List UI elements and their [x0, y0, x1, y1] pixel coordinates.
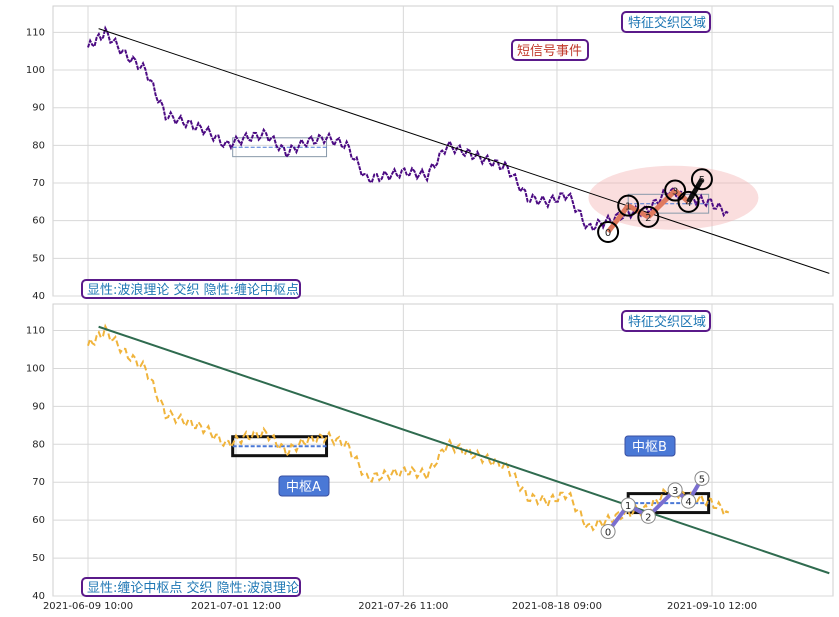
zone-b-label: 中枢B	[624, 435, 676, 457]
bottom-feature-callout: 特征交织区域	[621, 310, 711, 332]
y-tick-label: 110	[26, 326, 45, 337]
bottom-trendline	[98, 325, 830, 575]
bottom-feature-frame	[621, 310, 711, 332]
x-axis-ticks: 2021-06-09 10:00 2021-07-01 12:00 2021-07-…	[43, 601, 757, 612]
wave-label: 4	[685, 198, 691, 209]
top-wave: 0 1 2 34 5	[597, 168, 713, 243]
x-tick-label: 2021-06-09 10:00	[43, 601, 133, 612]
x-tick-label: 2021-08-18 09:00	[512, 601, 602, 612]
wave-point	[640, 508, 656, 524]
bottom-yticks: 40 50 60 70 80 90 100 110	[26, 326, 45, 602]
top-legend-text: 显性:波浪理论 交织 隐性:缠论中枢点	[87, 282, 299, 298]
wave-label: 2	[645, 213, 651, 224]
signal-ellipse	[588, 165, 759, 230]
wave-segment	[646, 188, 677, 219]
wave-label: 1	[625, 202, 631, 213]
bottom-grid	[53, 304, 833, 597]
top-feature-frame	[621, 11, 711, 33]
price-series	[87, 323, 730, 532]
y-tick-label: 50	[32, 553, 45, 564]
wave-label: 5	[699, 474, 705, 485]
zone-a-label-bg	[278, 475, 330, 497]
wave-point	[617, 194, 640, 217]
trendline	[98, 325, 830, 575]
y-tick-label: 40	[32, 291, 45, 302]
wave-segment	[626, 203, 650, 220]
panel-top: 40 50 60 70 80 90 100 110 0 1 2 34 5 显性:波浪理论 交织 隐性:…	[26, 5, 834, 302]
price-series	[87, 25, 730, 233]
wave-point	[620, 497, 636, 513]
wave-point	[681, 493, 697, 509]
y-tick-label: 100	[26, 65, 45, 76]
wave-point	[690, 168, 713, 191]
top-short-signal-frame	[511, 39, 589, 61]
wave-point	[597, 220, 620, 243]
wave-label: 1	[625, 501, 631, 512]
y-tick-label: 50	[32, 253, 45, 264]
zone-a-label: 中枢A	[278, 475, 330, 497]
top-feature-text: 特征交织区域	[628, 15, 706, 31]
x-tick-label: 2021-07-01 12:00	[191, 601, 281, 612]
wave-point	[677, 190, 700, 213]
top-short-signal-text: 短信号事件	[517, 44, 582, 59]
top-legend-frame	[81, 279, 301, 299]
top-legend-box: 显性:波浪理论 交织 隐性:缠论中枢点	[81, 279, 301, 299]
y-tick-label: 60	[32, 216, 45, 227]
top-feature-callout: 特征交织区域	[621, 11, 711, 33]
wave-label: 4	[685, 497, 691, 508]
wave-label: 3	[672, 486, 678, 497]
wave-label: 5	[699, 175, 705, 186]
wave-point	[694, 470, 710, 486]
bottom-price-line	[87, 323, 730, 532]
y-tick-label: 80	[32, 140, 45, 151]
y-tick-label: 60	[32, 515, 45, 526]
bottom-legend-box: 显性:缠论中枢点 交织 隐性:波浪理论	[81, 577, 301, 597]
wave-point	[637, 205, 660, 228]
wave-point	[664, 179, 687, 202]
x-tick-label: 2021-07-26 11:00	[358, 601, 448, 612]
y-tick-label: 70	[32, 477, 45, 488]
top-short-signal-callout: 短信号事件	[511, 39, 589, 61]
wave-label: 3	[672, 187, 678, 198]
y-tick-label: 110	[26, 27, 45, 38]
y-tick-label: 90	[32, 401, 45, 412]
bottom-wave: 0 1 2 34 5	[600, 470, 710, 540]
y-tick-label: 40	[32, 591, 45, 602]
wave-segment	[686, 177, 705, 204]
wave-point	[600, 524, 616, 540]
wave-label: 0	[605, 228, 611, 239]
top-price-line	[87, 25, 730, 233]
bottom-legend-text: 显性:缠论中枢点 交织 隐性:波浪理论	[87, 580, 299, 596]
panel-bottom: 40 50 60 70 80 90 100 110 0 1 2 34 5 显性:缠论中枢点 交织 隐性…	[26, 303, 834, 602]
wave-segment	[673, 188, 691, 204]
top-trendline	[98, 28, 830, 274]
zone-a-label-text: 中枢A	[286, 480, 321, 495]
wave-segment	[606, 204, 631, 234]
trendline	[98, 28, 830, 274]
wave-label: 0	[605, 528, 611, 539]
y-tick-label: 90	[32, 103, 45, 114]
y-tick-label: 70	[32, 178, 45, 189]
bottom-feature-text: 特征交织区域	[628, 314, 706, 330]
y-tick-label: 80	[32, 439, 45, 450]
wave-point	[667, 482, 683, 498]
wave-label: 2	[645, 512, 651, 523]
bottom-legend-frame	[81, 577, 301, 597]
top-yticks: 40 50 60 70 80 90 100 110	[26, 27, 45, 302]
y-tick-label: 100	[26, 363, 45, 374]
zone-b-label-bg	[624, 435, 676, 457]
zone-b-label-text: 中枢B	[632, 440, 667, 455]
x-tick-label: 2021-09-10 12:00	[667, 601, 757, 612]
